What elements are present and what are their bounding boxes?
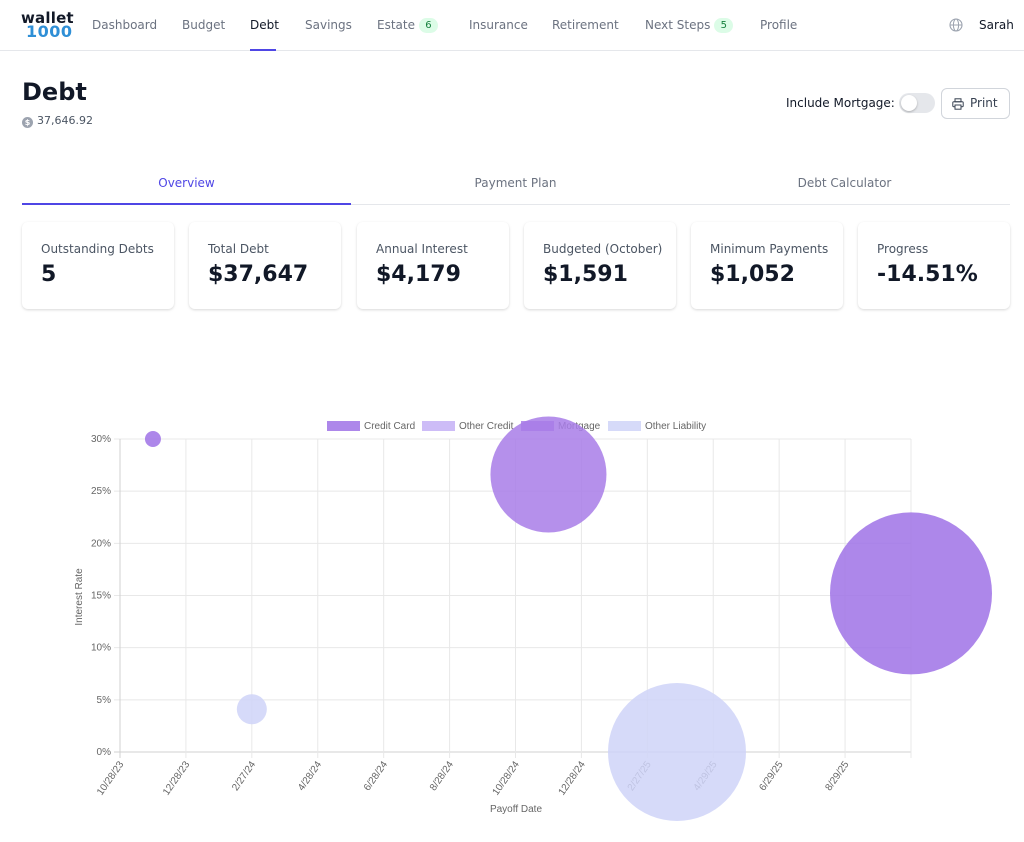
- x-tick-label: 4/28/24: [296, 759, 324, 793]
- active-nav-indicator: [250, 49, 276, 51]
- nav-insurance[interactable]: Insurance: [469, 18, 528, 32]
- estate-count-badge: 6: [418, 18, 438, 33]
- total-debt-amount: $37,646.92: [22, 114, 93, 128]
- stat-card-total-debt: Total Debt $37,647: [189, 222, 341, 309]
- nav-estate[interactable]: Estate 6: [377, 17, 438, 33]
- stat-card-outstanding-debts: Outstanding Debts 5: [22, 222, 174, 309]
- nav-dashboard[interactable]: Dashboard: [92, 18, 158, 32]
- debt-tabs: Overview Payment Plan Debt Calculator: [22, 164, 1010, 205]
- x-tick-label: 6/29/25: [757, 759, 785, 793]
- tab-debt-calculator[interactable]: Debt Calculator: [797, 176, 892, 190]
- y-tick-label: 30%: [91, 434, 111, 445]
- stat-label: Progress: [877, 242, 929, 256]
- stat-label: Outstanding Debts: [41, 242, 154, 256]
- bubble-mortgage[interactable]: [490, 416, 607, 533]
- wallet1000-logo[interactable]: wallet 1000: [21, 9, 74, 41]
- tab-overview[interactable]: Overview: [22, 164, 351, 205]
- stat-label: Annual Interest: [376, 242, 468, 256]
- stat-value: $1,052: [710, 262, 795, 287]
- toggle-knob: [901, 95, 917, 111]
- nav-retirement[interactable]: Retirement: [552, 18, 619, 32]
- y-tick-label: 0%: [97, 747, 112, 758]
- stat-label: Minimum Payments: [710, 242, 829, 256]
- nav-estate-label: Estate: [377, 18, 415, 32]
- nav-next-steps[interactable]: Next Steps 5: [645, 17, 734, 33]
- x-tick-label: 6/28/24: [362, 759, 390, 793]
- dollar-coin-icon: $: [22, 117, 33, 128]
- legend-label: Credit Card: [364, 421, 415, 432]
- nav-debt[interactable]: Debt: [250, 18, 279, 32]
- x-tick-label: 8/29/25: [823, 759, 851, 793]
- stat-card-budgeted: Budgeted (October) $1,591: [524, 222, 676, 309]
- user-menu[interactable]: Sarah: [979, 18, 1014, 32]
- y-axis-title: Interest Rate: [74, 568, 85, 626]
- stat-value: $37,647: [208, 262, 309, 287]
- x-tick-label: 12/28/23: [161, 759, 193, 798]
- stat-value: $4,179: [376, 262, 461, 287]
- logo-top-text: wallet: [21, 9, 74, 27]
- printer-icon: [952, 98, 964, 110]
- bubble-other-liability[interactable]: [236, 694, 267, 725]
- stat-value: $1,591: [543, 262, 628, 287]
- tab-payment-plan[interactable]: Payment Plan: [474, 176, 557, 190]
- print-button[interactable]: Print: [941, 88, 1010, 119]
- stat-card-annual-interest: Annual Interest $4,179: [357, 222, 509, 309]
- y-tick-label: 25%: [91, 486, 111, 497]
- x-tick-label: 8/28/24: [428, 759, 456, 793]
- stat-label: Total Debt: [208, 242, 269, 256]
- y-tick-label: 10%: [91, 643, 111, 654]
- logo-bottom-text: 1000: [26, 22, 73, 41]
- bubble-other-liability[interactable]: [607, 683, 746, 821]
- next-steps-count-badge: 5: [714, 18, 734, 33]
- print-label: Print: [970, 96, 998, 110]
- x-tick-label: 2/27/24: [230, 759, 258, 793]
- page-title: Debt: [22, 78, 87, 106]
- legend-swatch: [608, 421, 641, 431]
- x-tick-label: 12/28/24: [557, 759, 589, 798]
- nav-next-steps-label: Next Steps: [645, 18, 711, 32]
- y-tick-label: 20%: [91, 538, 111, 549]
- legend-swatch: [422, 421, 455, 431]
- y-tick-label: 5%: [97, 695, 112, 706]
- x-axis-title: Payoff Date: [490, 804, 543, 815]
- bubble-credit-card[interactable]: [144, 431, 161, 447]
- include-mortgage-label: Include Mortgage:: [786, 96, 895, 110]
- chart-bubbles: [144, 416, 992, 821]
- nav-budget[interactable]: Budget: [182, 18, 226, 32]
- x-tick-label: 10/28/24: [491, 759, 523, 798]
- bubble-credit-card[interactable]: [830, 512, 992, 675]
- legend-label: Other Liability: [645, 421, 706, 432]
- nav-profile[interactable]: Profile: [760, 18, 798, 32]
- globe-icon[interactable]: [949, 18, 963, 32]
- y-tick-label: 15%: [91, 591, 111, 602]
- include-mortgage-toggle[interactable]: [899, 93, 935, 113]
- stat-value: -14.51%: [877, 262, 978, 287]
- legend-swatch: [327, 421, 360, 431]
- total-amount-text: 37,646.92: [37, 114, 93, 127]
- stat-card-minimum-payments: Minimum Payments $1,052: [691, 222, 843, 309]
- stat-card-progress: Progress -14.51%: [858, 222, 1010, 309]
- stat-label: Budgeted (October): [543, 242, 663, 256]
- top-nav: wallet 1000 Dashboard Budget Debt Saving…: [0, 0, 1024, 51]
- x-tick-label: 10/28/23: [95, 759, 127, 798]
- stat-value: 5: [41, 262, 57, 287]
- nav-savings[interactable]: Savings: [305, 18, 352, 32]
- legend-label: Other Credit: [459, 421, 514, 432]
